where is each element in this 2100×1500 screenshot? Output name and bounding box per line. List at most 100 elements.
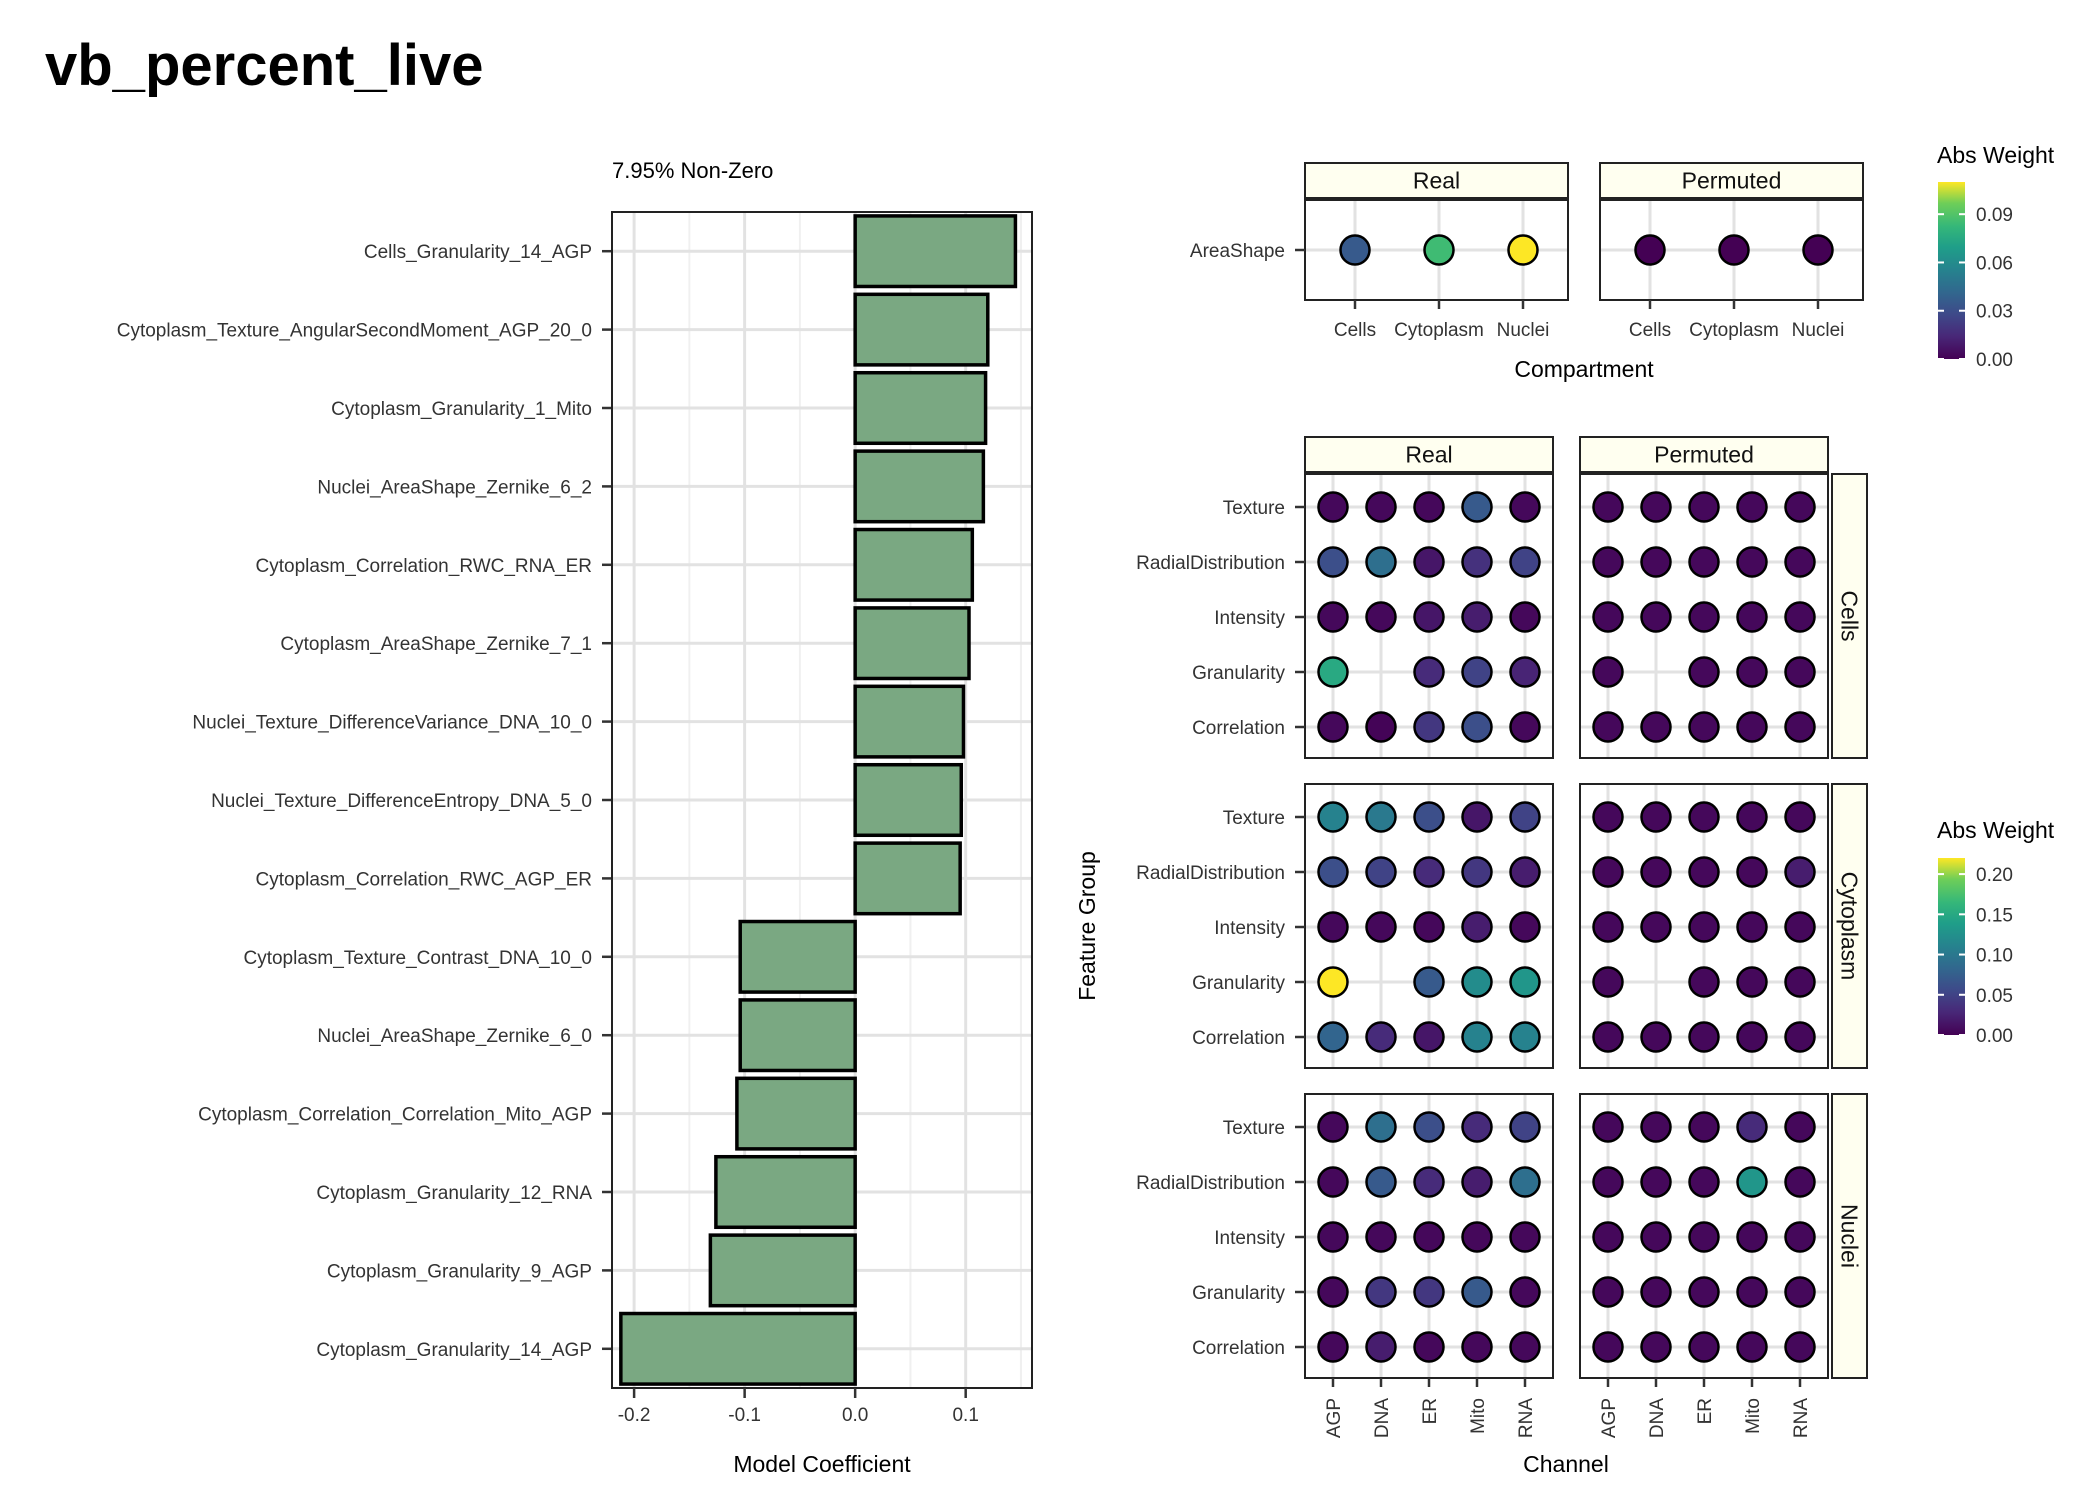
- bar: [708, 1233, 857, 1308]
- dot: [1784, 1331, 1816, 1363]
- dot: [1784, 1276, 1816, 1308]
- dot: [1784, 711, 1816, 743]
- dot: [1413, 801, 1445, 833]
- y-tick-label: Correlation: [1192, 1338, 1285, 1359]
- dot: [1413, 711, 1445, 743]
- dot: [1509, 801, 1541, 833]
- dot: [1413, 656, 1445, 688]
- dot: [1413, 1021, 1445, 1053]
- panel-border: [1579, 783, 1829, 1069]
- dot: [1784, 1021, 1816, 1053]
- x-tick-label: ER: [1695, 1398, 1716, 1424]
- dot: [1461, 1331, 1493, 1363]
- bar: [853, 292, 990, 367]
- colorbar-tick-label: 0.15: [1976, 905, 2013, 926]
- y-tick-label: Correlation: [1192, 718, 1285, 739]
- dot: [1339, 234, 1371, 266]
- dot: [1317, 656, 1349, 688]
- dot: [1317, 1331, 1349, 1363]
- y-tick-label: Texture: [1223, 498, 1285, 519]
- x-tick-label: 0.0: [842, 1405, 868, 1426]
- legend-title: Abs Weight: [1937, 817, 2055, 843]
- dot: [1509, 601, 1541, 633]
- colorbar-tick-label: 0.10: [1976, 946, 2013, 967]
- dot: [1736, 1331, 1768, 1363]
- x-tick-label: DNA: [1647, 1398, 1668, 1438]
- x-tick-label: RNA: [1791, 1398, 1812, 1438]
- dot: [1592, 1276, 1624, 1308]
- dot: [1736, 856, 1768, 888]
- dot: [1688, 1331, 1720, 1363]
- dot: [1592, 601, 1624, 633]
- dot: [1688, 711, 1720, 743]
- dot: [1509, 546, 1541, 578]
- bar: [619, 1311, 857, 1386]
- dot: [1640, 1111, 1672, 1143]
- facet-strip: [1831, 1093, 1868, 1379]
- dot: [1509, 1021, 1541, 1053]
- dot: [1365, 1221, 1397, 1253]
- dot: [1640, 1276, 1672, 1308]
- y-tick-label: Cytoplasm_AreaShape_Zernike_7_1: [280, 634, 592, 655]
- dot: [1413, 856, 1445, 888]
- dot: [1688, 911, 1720, 943]
- dot: [1592, 656, 1624, 688]
- dot: [1317, 546, 1349, 578]
- dot: [1365, 1111, 1397, 1143]
- x-tick-label: ER: [1420, 1398, 1441, 1424]
- x-tick-label: AGP: [1324, 1398, 1345, 1438]
- y-tick-label: Intensity: [1214, 918, 1285, 939]
- colorbar: [1938, 858, 1965, 1035]
- dot: [1640, 601, 1672, 633]
- dot: [1688, 856, 1720, 888]
- facet-strip-label: Permuted: [1654, 442, 1754, 468]
- facet-strip-label: Real: [1405, 442, 1452, 468]
- facet-strip-label: Nuclei: [1837, 1204, 1863, 1268]
- dot: [1592, 1331, 1624, 1363]
- dot: [1688, 1166, 1720, 1198]
- dot: [1640, 1331, 1672, 1363]
- colorbar-tick-label: 0.05: [1976, 986, 2013, 1007]
- dot: [1592, 801, 1624, 833]
- dot: [1461, 491, 1493, 523]
- y-tick-label: RadialDistribution: [1136, 553, 1285, 574]
- y-tick-label: Texture: [1223, 808, 1285, 829]
- y-tick-label: Correlation: [1192, 1028, 1285, 1049]
- y-tick-label: Nuclei_Texture_DifferenceVariance_DNA_10…: [192, 713, 592, 734]
- dot: [1736, 491, 1768, 523]
- dot: [1365, 801, 1397, 833]
- y-tick-label: Cytoplasm_Correlation_Correlation_Mito_A…: [198, 1105, 592, 1126]
- dot: [1688, 966, 1720, 998]
- x-tick-label: 0.1: [952, 1405, 978, 1426]
- dot: [1365, 1331, 1397, 1363]
- dot: [1413, 546, 1445, 578]
- dot: [1784, 1221, 1816, 1253]
- dot: [1365, 601, 1397, 633]
- dot: [1736, 1021, 1768, 1053]
- dot: [1509, 856, 1541, 888]
- dot: [1509, 1331, 1541, 1363]
- dot: [1784, 656, 1816, 688]
- dot: [1509, 1276, 1541, 1308]
- dot: [1413, 1276, 1445, 1308]
- dot: [1461, 601, 1493, 633]
- dot: [1592, 491, 1624, 523]
- x-tick-label: Cells: [1629, 320, 1671, 341]
- dot: [1317, 1166, 1349, 1198]
- x-tick-label: -0.2: [618, 1405, 651, 1426]
- dot: [1736, 1166, 1768, 1198]
- dot: [1365, 856, 1397, 888]
- dot: [1736, 801, 1768, 833]
- dot: [1688, 546, 1720, 578]
- bar: [853, 606, 971, 681]
- y-tick-label: AreaShape: [1190, 241, 1285, 262]
- dot: [1640, 711, 1672, 743]
- dot: [1592, 546, 1624, 578]
- x-tick-label: Cytoplasm: [1394, 320, 1484, 341]
- y-tick-label: Nuclei_AreaShape_Zernike_6_0: [317, 1026, 592, 1047]
- dot: [1718, 234, 1750, 266]
- dot: [1640, 801, 1672, 833]
- dot: [1784, 491, 1816, 523]
- dot: [1509, 656, 1541, 688]
